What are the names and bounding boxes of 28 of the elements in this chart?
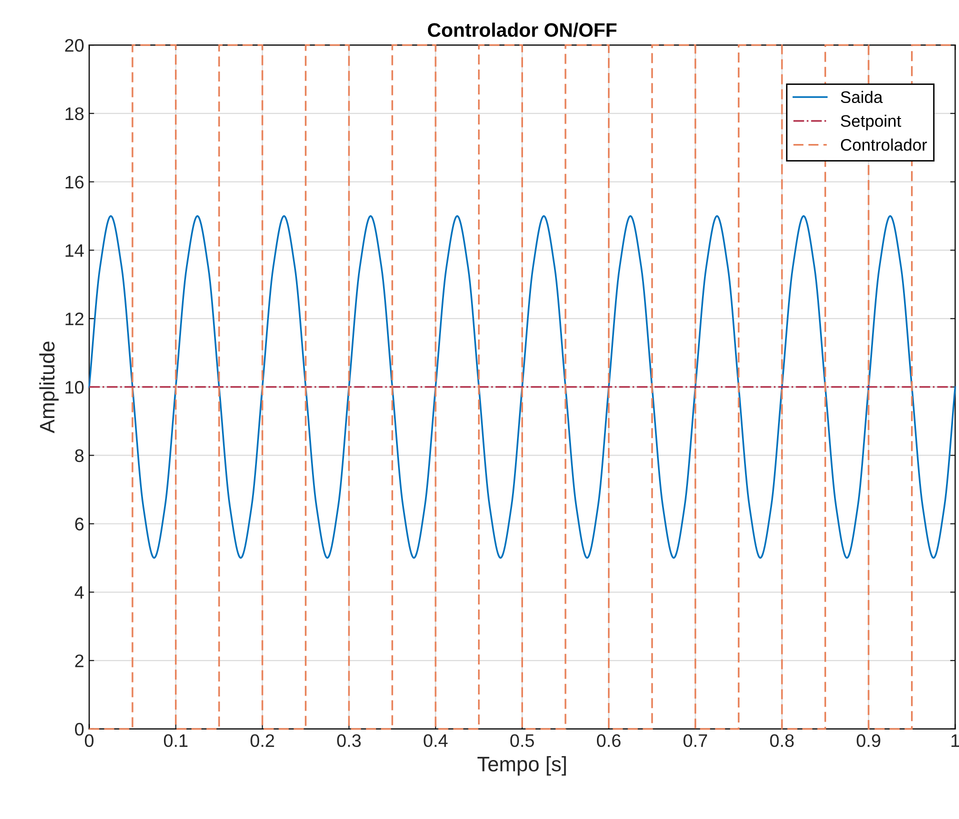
x-tick-label: 0.1 [164, 734, 188, 748]
x-tick-label: 0.4 [424, 734, 448, 748]
x-tick-label: 0.5 [510, 734, 534, 748]
y-tick-label: 18 [66, 107, 84, 120]
y-tick-label: 14 [66, 244, 84, 257]
legend-label: Controlador [840, 138, 927, 151]
x-tick-label: 0.3 [337, 734, 361, 748]
y-tick-label: 4 [74, 586, 84, 599]
x-tick-label: 0.2 [250, 734, 274, 748]
x-axis-title: Tempo [s] [477, 756, 566, 776]
x-tick-label: 0.7 [684, 734, 708, 748]
x-tick-label: 0.8 [770, 734, 794, 748]
x-tick-label: 0 [84, 734, 94, 748]
legend-label: Saida [840, 90, 883, 104]
legend-label: Setpoint [840, 114, 902, 130]
y-tick-label: 12 [66, 312, 84, 326]
y-axis-title: Amplitude [39, 342, 59, 434]
x-tick-label: 0.6 [596, 734, 621, 748]
x-tick-label: 1 [952, 734, 959, 747]
y-tick-label: 16 [66, 176, 84, 189]
y-tick-label: 6 [75, 518, 84, 530]
y-tick-label: 8 [75, 449, 84, 462]
y-tick-label: 10 [66, 380, 84, 394]
y-tick-label: 20 [65, 38, 84, 52]
x-tick-label: 0.9 [856, 734, 880, 748]
y-tick-label: 2 [75, 654, 84, 668]
chart-title: Controlador ON/OFF [428, 22, 617, 38]
y-tick-label: 0 [74, 722, 84, 736]
